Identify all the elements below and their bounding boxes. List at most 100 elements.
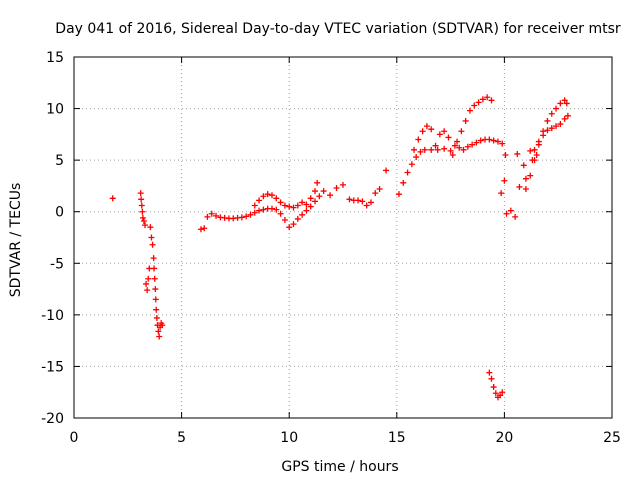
data-point xyxy=(201,225,208,232)
data-point xyxy=(548,110,555,117)
data-point xyxy=(553,123,560,130)
data-point xyxy=(484,94,491,101)
data-point xyxy=(260,193,267,200)
data-point xyxy=(155,328,162,335)
data-point xyxy=(139,208,146,215)
axes xyxy=(73,56,613,419)
chart-title: Day 041 of 2016, Sidereal Day-to-day VTE… xyxy=(55,21,621,37)
data-point xyxy=(561,97,568,104)
plot-frame xyxy=(73,56,613,419)
data-point xyxy=(548,125,555,132)
series-early-single xyxy=(109,195,116,202)
data-point xyxy=(273,206,280,213)
data-point xyxy=(408,161,415,168)
data-point xyxy=(148,234,155,241)
data-point xyxy=(327,192,334,199)
y-tick-label: 10 xyxy=(46,102,64,118)
series-mid-upper xyxy=(251,179,346,211)
data-point xyxy=(553,105,560,112)
data-point xyxy=(561,115,568,122)
x-tick-label: 10 xyxy=(280,430,298,446)
data-points xyxy=(109,94,571,401)
data-point xyxy=(383,167,390,174)
data-point xyxy=(363,202,370,209)
series-drop-A xyxy=(137,190,153,294)
data-point xyxy=(441,128,448,135)
data-point xyxy=(514,150,521,157)
data-point xyxy=(492,390,499,397)
data-point xyxy=(512,213,519,220)
x-tick-label: 20 xyxy=(495,430,513,446)
data-point xyxy=(503,210,510,217)
data-point xyxy=(159,322,166,329)
data-point xyxy=(303,201,310,208)
data-point xyxy=(268,205,275,212)
series-late-lower xyxy=(531,112,571,153)
data-point xyxy=(340,181,346,188)
data-point xyxy=(268,192,275,199)
data-point xyxy=(462,117,469,124)
data-point xyxy=(153,306,160,313)
data-point xyxy=(346,196,353,203)
data-point xyxy=(137,190,144,197)
data-point xyxy=(376,186,383,193)
data-point xyxy=(142,222,149,229)
data-point xyxy=(490,137,497,144)
data-point xyxy=(204,213,211,220)
data-point xyxy=(486,369,493,376)
data-point xyxy=(145,275,152,282)
data-point xyxy=(213,212,220,219)
data-point xyxy=(256,197,263,204)
data-point xyxy=(486,136,493,143)
data-point xyxy=(256,207,263,214)
data-point xyxy=(150,255,157,262)
data-point xyxy=(281,216,288,223)
data-point xyxy=(531,146,538,153)
y-tick-label: 5 xyxy=(55,153,64,169)
data-point xyxy=(243,213,250,220)
data-point xyxy=(490,384,497,391)
data-point xyxy=(471,102,478,109)
data-point xyxy=(290,204,297,211)
data-point xyxy=(413,154,420,161)
data-point xyxy=(464,143,471,150)
data-point xyxy=(473,139,480,146)
data-point xyxy=(149,241,156,248)
data-point xyxy=(445,134,452,141)
data-point xyxy=(499,140,506,147)
data-point xyxy=(251,202,258,209)
data-point xyxy=(507,207,514,214)
data-point xyxy=(138,202,145,209)
data-point xyxy=(307,203,314,210)
data-point xyxy=(320,188,327,195)
data-point xyxy=(277,210,284,217)
x-axis-label: GPS time / hours xyxy=(281,459,398,475)
y-tick-label: 15 xyxy=(46,50,64,66)
data-point xyxy=(540,132,547,139)
data-point xyxy=(460,146,467,153)
y-tick-label: -15 xyxy=(41,359,64,375)
series-drop-B xyxy=(147,224,166,340)
series-mid-plateau xyxy=(346,167,390,209)
data-point xyxy=(404,169,411,176)
data-point xyxy=(143,280,150,287)
data-point xyxy=(419,128,426,135)
data-point xyxy=(264,191,271,198)
data-point xyxy=(447,147,454,154)
data-point xyxy=(531,157,538,164)
data-point xyxy=(544,117,551,124)
data-point xyxy=(294,202,301,209)
data-point xyxy=(477,137,484,144)
data-point xyxy=(152,296,159,303)
data-point xyxy=(367,199,374,206)
data-point xyxy=(428,146,435,153)
data-point xyxy=(151,275,158,282)
data-point xyxy=(333,184,340,191)
data-point xyxy=(156,333,163,340)
data-point xyxy=(423,123,430,130)
series-rise-lower xyxy=(395,136,506,198)
data-point xyxy=(286,203,293,210)
data-point xyxy=(564,112,571,119)
